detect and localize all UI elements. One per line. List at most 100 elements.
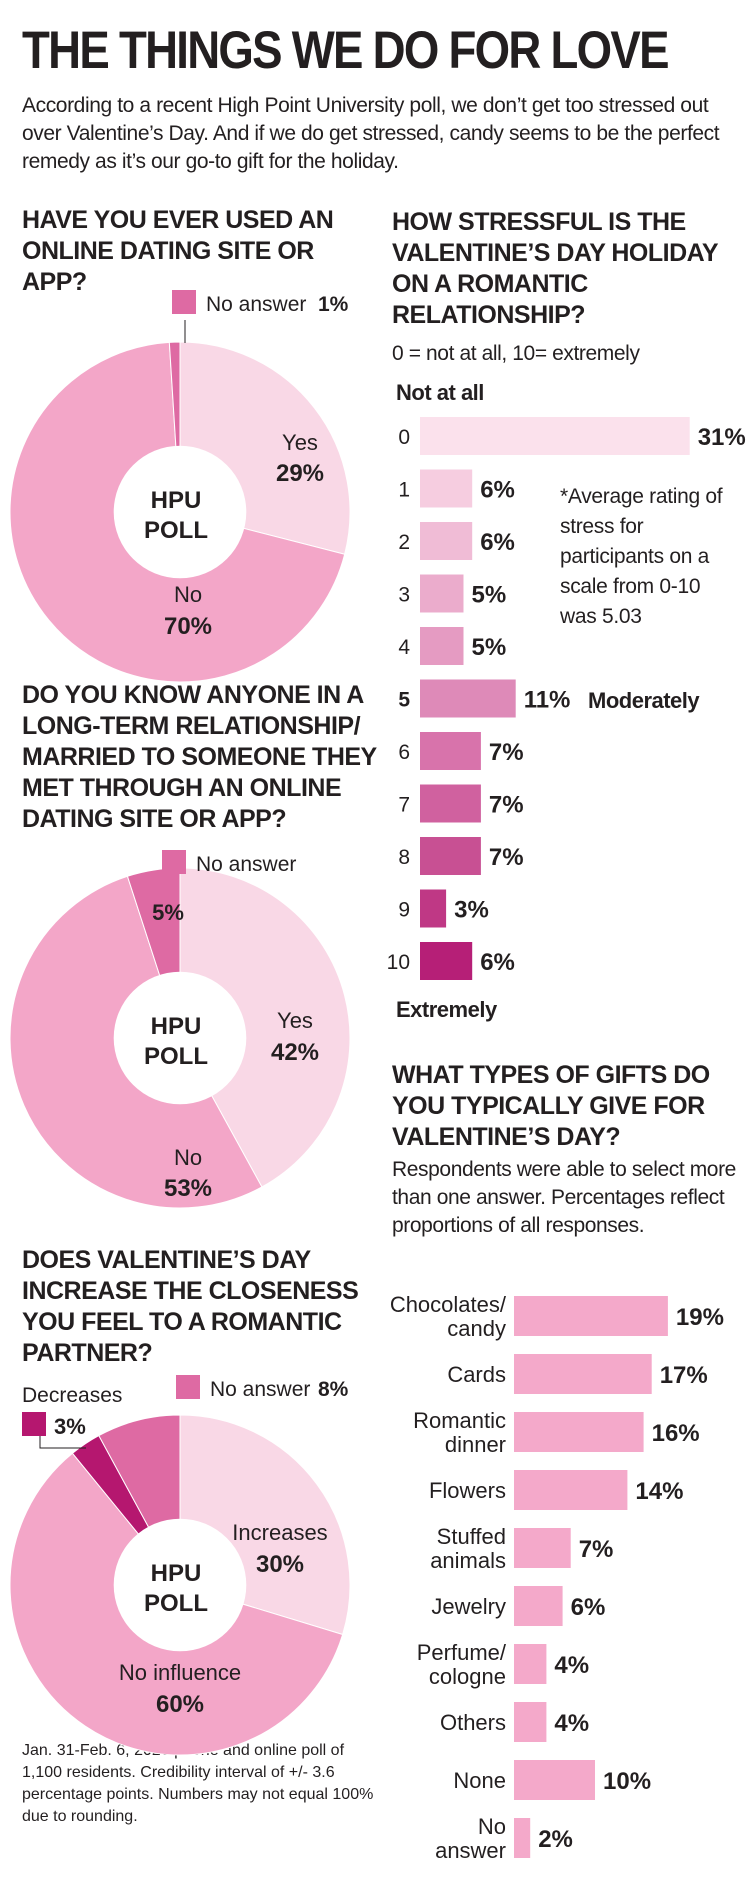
pie1-hole	[113, 445, 247, 579]
pie2-center-label: POLL	[144, 1043, 208, 1070]
gift-category-label: Flowers	[429, 1478, 506, 1503]
stress-bar-4	[420, 627, 464, 665]
stress-tick-label: 4	[398, 636, 410, 659]
pie3-value-no-influence: 60%	[156, 1691, 204, 1718]
footnote: Jan. 31-Feb. 6, 2020 phone and online po…	[22, 1742, 374, 1825]
stress-bar-5	[420, 679, 516, 718]
q4-title: HOW STRESSFUL IS THE VALENTINE’S DAY HOL…	[392, 208, 718, 329]
stress-tick-label: 9	[398, 899, 410, 922]
gift-value-label: 17%	[660, 1362, 708, 1389]
gift-bar	[514, 1354, 652, 1394]
gift-value-label: 6%	[571, 1594, 606, 1621]
stress-value-label: 6%	[480, 949, 515, 976]
gift-category-label: cologne	[429, 1664, 506, 1689]
pie2-value-no-answer: 5%	[152, 900, 184, 925]
gift-value-label: 7%	[579, 1536, 614, 1563]
stress-value-label: 7%	[489, 792, 524, 819]
pie3-value-increases: 30%	[256, 1551, 304, 1578]
pie3-legend-swatch	[176, 1375, 200, 1399]
stress-tick-label: 8	[398, 846, 410, 869]
gift-category-label: Jewelry	[431, 1594, 506, 1619]
pie3-decreases-swatch	[22, 1412, 46, 1436]
gift-category-label: Perfume/	[417, 1640, 507, 1665]
gift-category-label: None	[453, 1768, 506, 1793]
gift-bar	[514, 1296, 668, 1336]
gift-category-label: answer	[435, 1838, 506, 1863]
stress-bar-3	[420, 574, 464, 613]
pie2-legend-swatch	[162, 850, 186, 874]
gift-bar	[514, 1528, 571, 1568]
stress-tick-label: 3	[398, 584, 410, 607]
gift-value-label: 10%	[603, 1768, 651, 1795]
q2-title: DO YOU KNOW ANYONE IN A LONG-TERM RELATI…	[22, 681, 377, 833]
stress-tick-label: 1	[398, 479, 410, 502]
q1-title: HAVE YOU EVER USED AN ONLINE DATING SITE…	[22, 206, 334, 296]
pie1-value-yes: 29%	[276, 460, 324, 487]
pie1-label-no: No	[174, 582, 202, 607]
pie3-legend-label: No answer	[210, 1378, 310, 1401]
stress-bar-0	[420, 417, 690, 455]
gift-category-label: Romantic	[413, 1408, 506, 1433]
pie2-center-label: HPU	[151, 1013, 202, 1040]
pie1-center-label: POLL	[144, 517, 208, 544]
pie3-center-label: POLL	[144, 1590, 208, 1617]
stress-tick-label: 0	[398, 426, 410, 449]
pie3-legend-value: 8%	[318, 1378, 349, 1401]
q5-title: WHAT TYPES OF GIFTS DO YOU TYPICALLY GIV…	[392, 1061, 710, 1151]
pie3-hole	[113, 1518, 247, 1652]
pie2-label-no: No	[174, 1145, 202, 1170]
gift-category-label: Chocolates/	[390, 1292, 507, 1317]
stress-bar-7	[420, 784, 481, 823]
stress-tick-label: 7	[398, 794, 410, 817]
stress-value-label: 7%	[489, 844, 524, 871]
stress-bar-9	[420, 889, 447, 928]
gift-value-label: 2%	[538, 1826, 573, 1853]
pie3-label-increases: Increases	[232, 1520, 327, 1545]
pie3-value-decreases: 3%	[54, 1414, 86, 1439]
stress-bar-10	[420, 942, 473, 980]
q5-subtitle: Respondents were able to select more tha…	[392, 1158, 736, 1237]
pie1-value-no: 70%	[164, 613, 212, 640]
gift-bar	[514, 1412, 644, 1452]
intro-text: According to a recent High Point Univers…	[22, 94, 720, 173]
stress-top-label: Not at all	[396, 380, 484, 405]
gift-bar	[514, 1470, 628, 1510]
gift-category-label: Stuffed	[437, 1524, 506, 1549]
pie2-legend-label: No answer	[196, 853, 296, 876]
gift-category-label: Cards	[447, 1362, 506, 1387]
stress-mid-label: Moderately	[588, 688, 700, 713]
gift-value-label: 4%	[554, 1710, 589, 1737]
gift-bar	[514, 1586, 563, 1626]
gift-category-label: animals	[430, 1548, 506, 1573]
stress-value-label: 7%	[489, 739, 524, 766]
gift-bar	[514, 1644, 547, 1684]
pie1-label-yes: Yes	[282, 430, 318, 455]
stress-value-label: 5%	[472, 634, 507, 661]
stress-average-note: *Average rating of stress for participan…	[560, 485, 723, 628]
stress-tick-label: 5	[398, 689, 410, 712]
pie3-label-no-influence: No influence	[119, 1660, 241, 1685]
pie3-center-label: HPU	[151, 1560, 202, 1587]
stress-tick-label: 10	[387, 951, 410, 974]
stress-bar-1	[420, 469, 473, 508]
stress-value-label: 6%	[480, 477, 515, 504]
q3-title: DOES VALENTINE’S DAY INCREASE THE CLOSEN…	[22, 1246, 359, 1367]
stress-value-label: 11%	[524, 687, 571, 714]
gift-value-label: 16%	[652, 1420, 700, 1447]
stress-value-label: 5%	[472, 582, 507, 609]
stress-value-label: 6%	[480, 529, 515, 556]
q4-scale-subtitle: 0 = not at all, 10= extremely	[392, 342, 640, 365]
pie3-label-decreases: Decreases	[22, 1384, 122, 1407]
pie2-value-yes: 42%	[271, 1039, 319, 1066]
pie2-hole	[113, 971, 247, 1105]
stress-tick-label: 2	[398, 531, 410, 554]
gift-value-label: 4%	[554, 1652, 589, 1679]
stress-bar-2	[420, 522, 473, 560]
pie1-center-label: HPU	[151, 487, 202, 514]
stress-value-label: 31%	[698, 424, 746, 451]
page-title: THE THINGS WE DO FOR LOVE	[22, 21, 669, 80]
gift-bar	[514, 1818, 531, 1858]
gift-bar	[514, 1760, 595, 1800]
gift-category-label: candy	[447, 1316, 506, 1341]
